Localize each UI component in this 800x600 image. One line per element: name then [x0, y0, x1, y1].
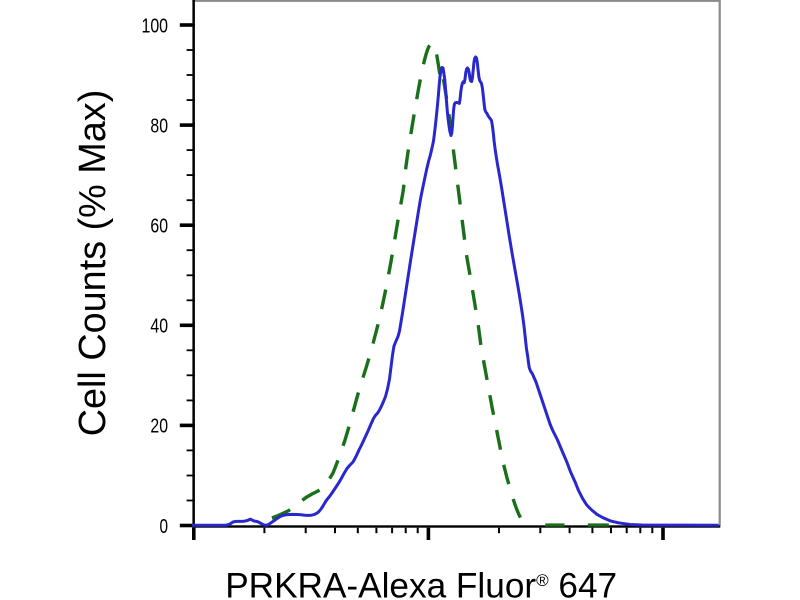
svg-text:80: 80: [150, 114, 168, 137]
svg-text:40: 40: [150, 315, 168, 338]
svg-text:60: 60: [150, 215, 168, 238]
svg-text:PRKRA-Alexa Fluor® 647: PRKRA-Alexa Fluor® 647: [225, 567, 617, 600]
svg-text:100: 100: [142, 14, 169, 37]
svg-text:20: 20: [150, 415, 168, 438]
svg-text:Cell Counts (% Max): Cell Counts (% Max): [72, 90, 114, 437]
svg-text:0: 0: [160, 515, 169, 538]
